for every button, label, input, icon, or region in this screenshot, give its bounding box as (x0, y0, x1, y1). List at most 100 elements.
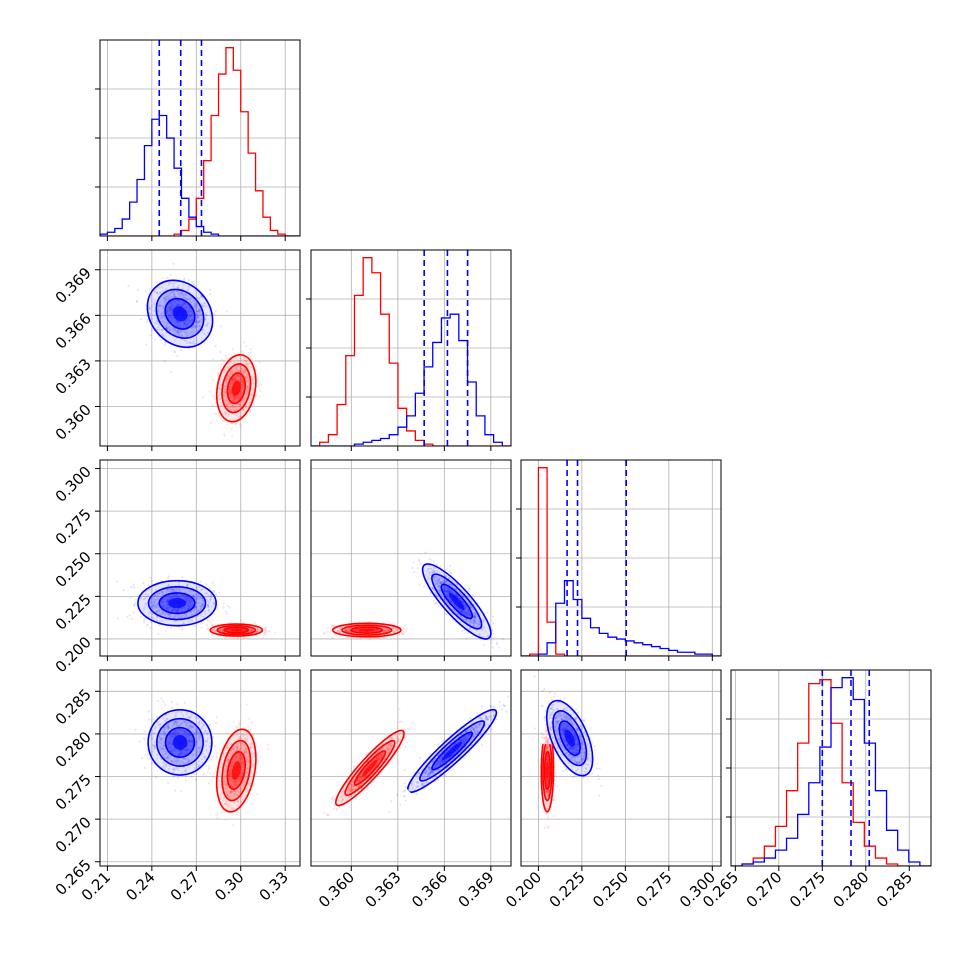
blue-sample-point (157, 632, 160, 636)
blue-sample-point (132, 586, 136, 589)
blue-sample-point (432, 600, 435, 603)
red-sample-point (262, 635, 265, 639)
blue-sample-point (163, 360, 166, 363)
red-sample-point (212, 772, 215, 775)
red-sample-point (258, 395, 261, 398)
blue-sample-point (199, 580, 202, 583)
blue-sample-point (188, 306, 191, 309)
blue-sample-point (197, 310, 200, 314)
blue-sample-point (132, 611, 135, 614)
blue-sample-point (505, 662, 507, 664)
blue-sample-point (186, 335, 189, 338)
red-sample-point (398, 633, 401, 637)
blue-sample-point (181, 575, 184, 578)
blue-sample-point (190, 301, 193, 304)
blue-sample-point (205, 313, 208, 316)
blue-sample-point (225, 310, 228, 313)
red-sample-point (208, 390, 211, 393)
blue-sample-point (191, 312, 194, 315)
red-sample-point (224, 354, 228, 358)
red-sample-point (264, 626, 267, 629)
blue-sample-point (214, 721, 217, 725)
blue-sample-point (165, 298, 168, 301)
red-sample-point (345, 636, 348, 639)
blue-sample-point (182, 302, 185, 305)
blue-sample-point (204, 318, 207, 321)
blue-sample-point (139, 318, 142, 321)
blue-sample-point (196, 313, 199, 316)
blue-sample-point (191, 325, 194, 328)
y-tick-label: 0.360 (52, 401, 95, 444)
blue-sample-point (192, 282, 196, 286)
red-sample-point (240, 350, 244, 353)
blue-sample-point (162, 320, 165, 323)
blue-sample-point (419, 562, 422, 566)
red-sample-point (215, 413, 218, 416)
blue-sample-point (155, 319, 158, 322)
blue-sample-point (194, 325, 197, 329)
red-sample-point (259, 383, 262, 386)
blue-sample-point (209, 724, 212, 727)
blue-sample-point (206, 770, 209, 773)
blue-sample-point (142, 618, 146, 621)
blue-sample-point (170, 370, 173, 374)
blue-histogram (521, 580, 721, 656)
blue-sample-point (160, 697, 163, 700)
blue-sample-point (490, 641, 493, 644)
blue-sample-point (194, 324, 197, 327)
red-sample-point (200, 626, 203, 629)
blue-density (168, 598, 186, 609)
blue-sample-point (171, 303, 174, 307)
blue-sample-point (173, 294, 176, 298)
blue-sample-point (207, 767, 211, 770)
red-sample-point (216, 371, 219, 374)
red-sample-point (399, 625, 402, 628)
blue-sample-point (495, 665, 497, 667)
red-sample-point (221, 420, 224, 423)
blue-sample-point (143, 736, 146, 740)
panel-frame (310, 249, 512, 447)
blue-sample-point (170, 706, 174, 709)
blue-sample-point (190, 775, 193, 778)
blue-sample-point (176, 703, 179, 706)
blue-sample-point (170, 301, 173, 304)
blue-sample-point (165, 297, 168, 301)
red-sample-point (210, 421, 213, 424)
blue-sample-point (447, 570, 450, 573)
red-sample-point (221, 358, 224, 361)
blue-sample-point (195, 309, 198, 313)
blue-sample-point (220, 325, 223, 328)
blue-sample-point (485, 611, 489, 614)
blue-sample-point (501, 638, 505, 641)
blue-sample-point (158, 323, 161, 326)
blue-sample-point (143, 766, 146, 770)
red-sample-point (368, 620, 371, 623)
blue-sample-point (129, 596, 132, 599)
red-sample-point (216, 419, 219, 422)
blue-sample-point (177, 776, 180, 779)
blue-sample-point (461, 629, 464, 633)
red-sample-point (220, 416, 223, 420)
blue-sample-point (492, 622, 495, 625)
blue-sample-point (183, 301, 186, 305)
blue-sample-point (153, 303, 156, 306)
red-sample-point (247, 352, 250, 355)
blue-sample-point (175, 331, 178, 334)
blue-sample-point (213, 745, 217, 748)
blue-sample-point (129, 585, 133, 588)
blue-sample-point (165, 326, 169, 329)
red-histogram (100, 47, 300, 236)
blue-sample-point (179, 790, 183, 793)
red-sample-point (222, 360, 226, 363)
red-sample-point (246, 725, 250, 728)
red-sample-point (266, 743, 270, 746)
red-sample-point (233, 352, 236, 355)
red-sample-point (225, 422, 228, 426)
blue-sample-point (194, 624, 197, 627)
blue-sample-point (162, 700, 165, 703)
blue-sample-point (162, 297, 166, 300)
blue-sample-point (449, 571, 452, 574)
blue-sample-point (497, 646, 501, 649)
blue-sample-point (226, 604, 229, 608)
